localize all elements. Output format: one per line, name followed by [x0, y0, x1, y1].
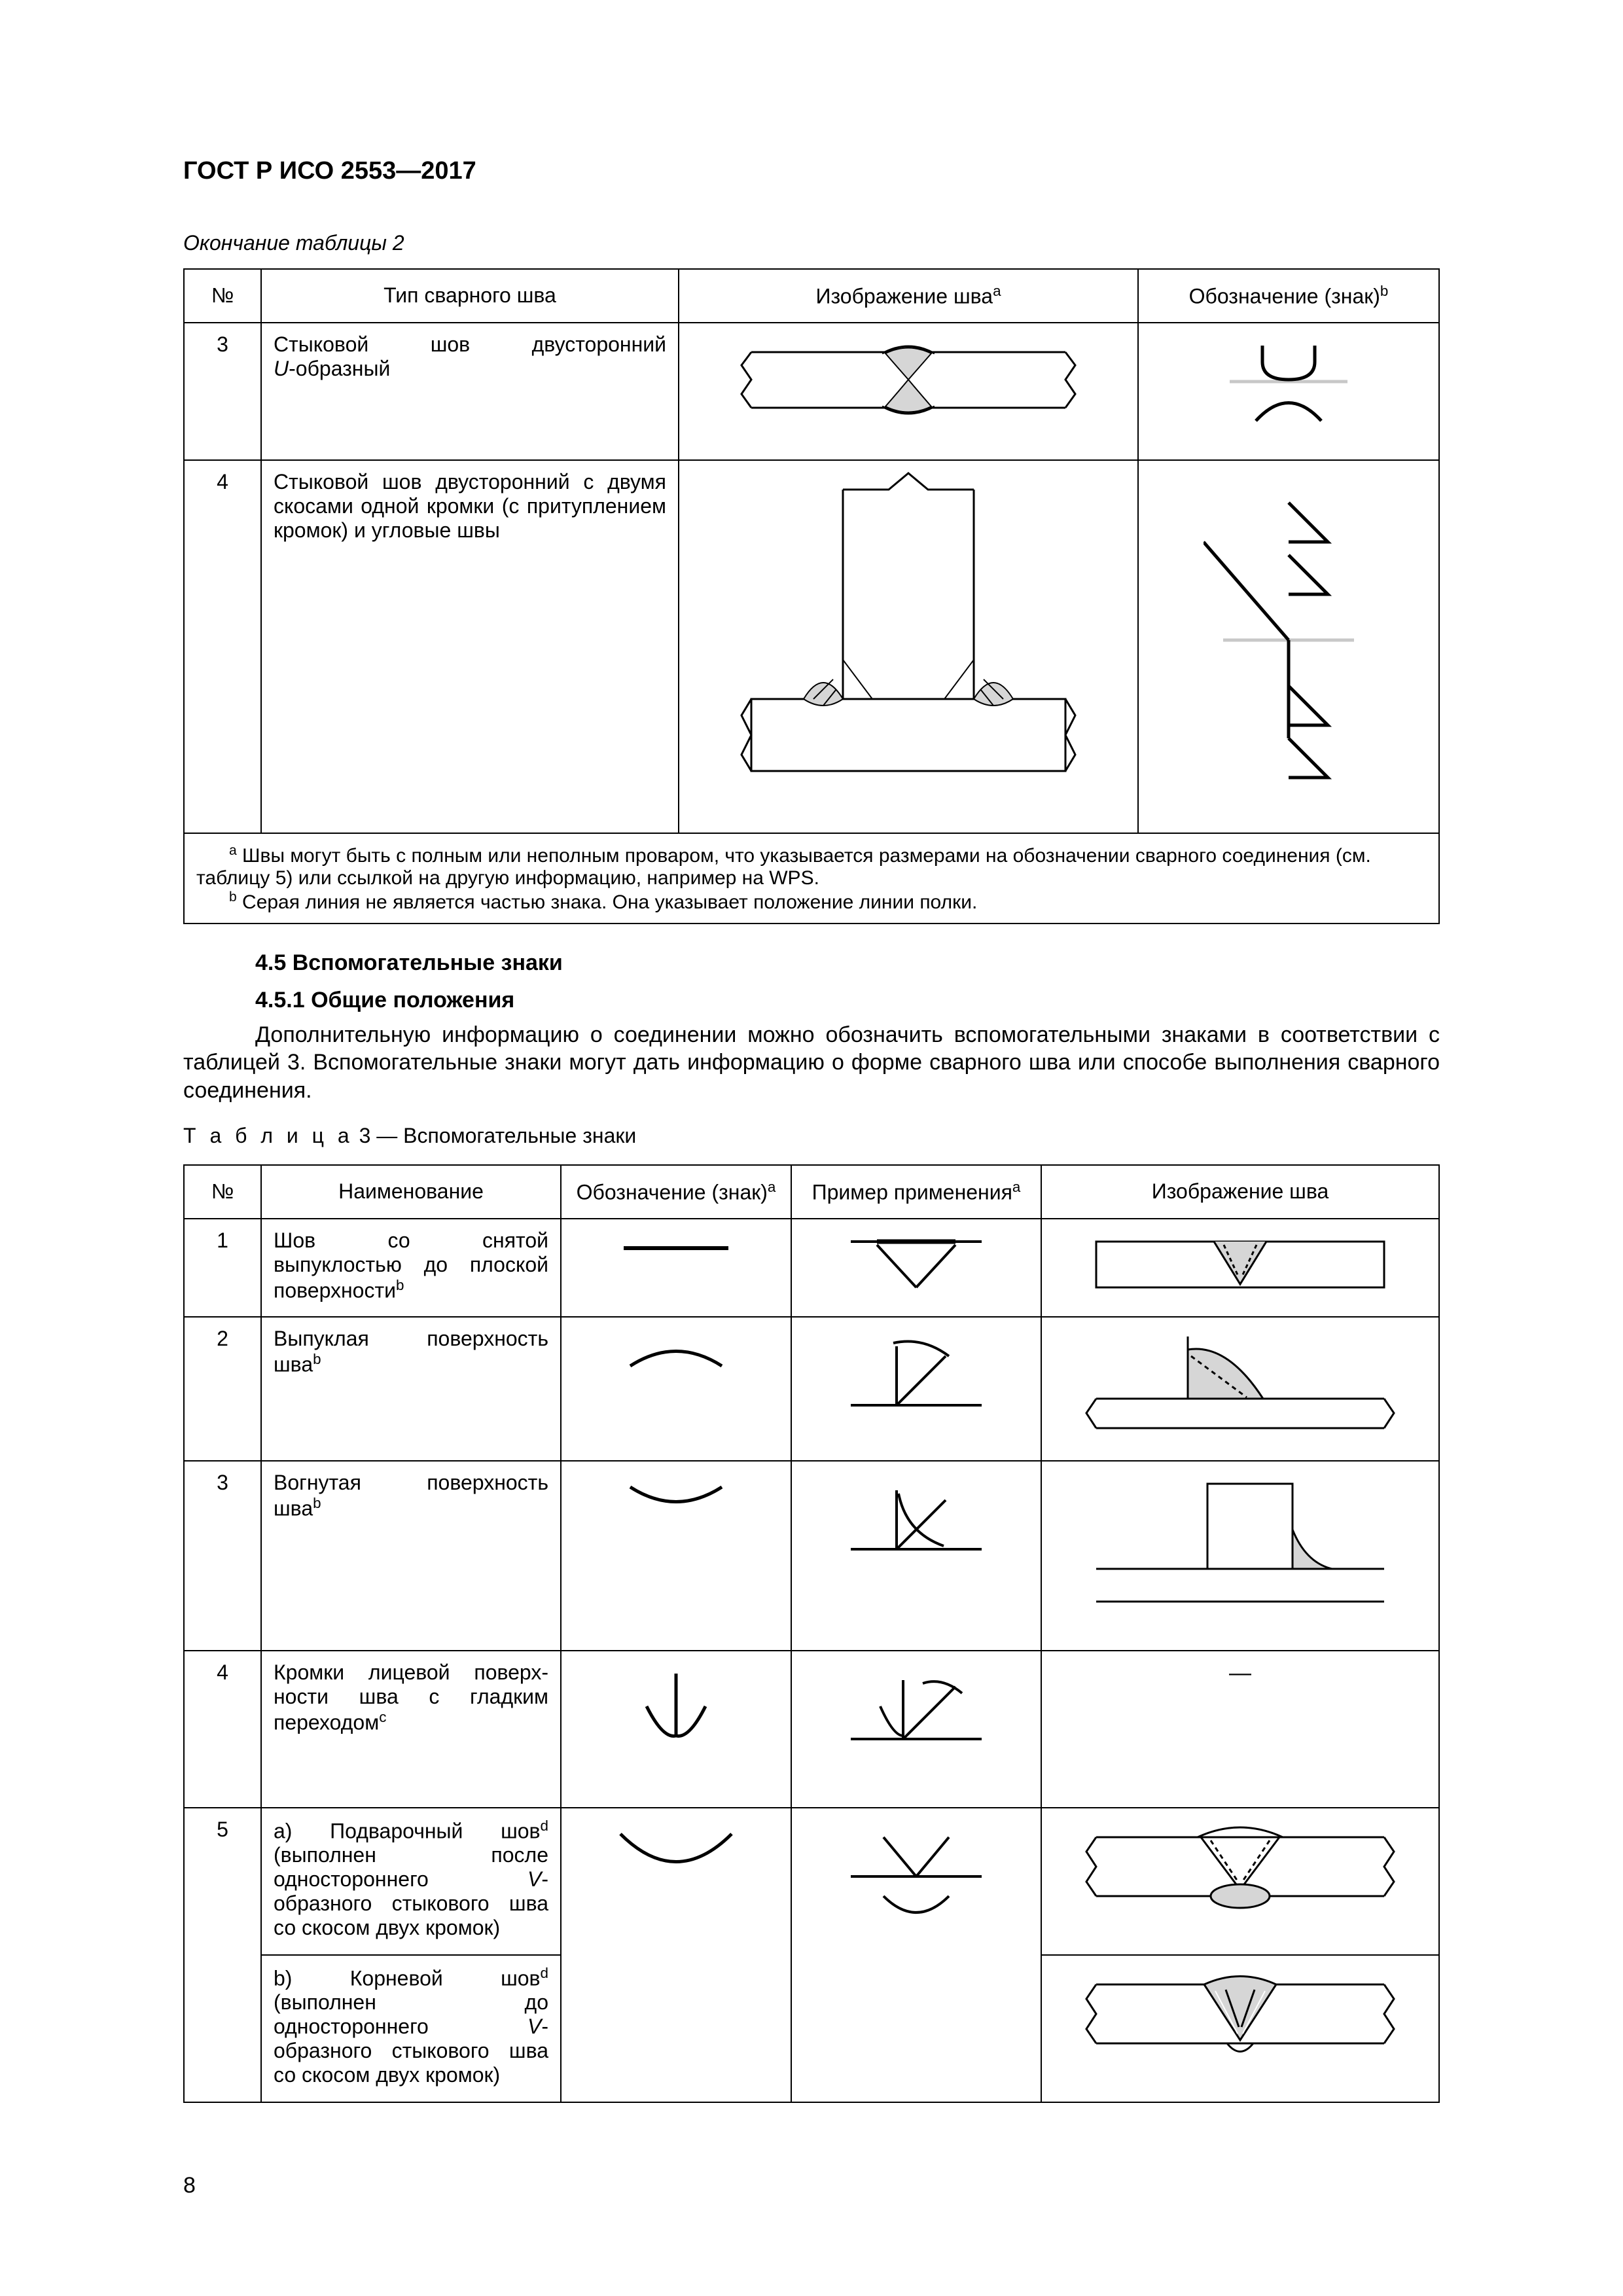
- cell-example: [791, 1808, 1041, 2102]
- col-num: №: [184, 1165, 261, 1219]
- cell-num: 2: [184, 1317, 261, 1461]
- cell-image: [1041, 1317, 1439, 1461]
- cell-name: Кромки лицевой поверх- ности шва с гладк…: [261, 1651, 561, 1808]
- cell-image: [1041, 1219, 1439, 1317]
- document-title: ГОСТ Р ИСО 2553—2017: [183, 157, 1440, 185]
- section-4-5-1: 4.5.1 Общие положения: [255, 988, 1440, 1013]
- table-note: a Швы могут быть с полным или неполным п…: [184, 833, 1439, 924]
- cell-symbol: [561, 1219, 791, 1317]
- col-image: Изображение шваa: [679, 269, 1138, 323]
- cell-desc: Стыковой шов двусторонний с двумя скосам…: [261, 460, 679, 833]
- col-symbol: Обозначение (знак)a: [561, 1165, 791, 1219]
- example-bevel-blend-icon: [831, 1660, 1001, 1759]
- symbol-backing-icon: [604, 1818, 748, 1890]
- symbol-u-double-icon: [1204, 332, 1374, 431]
- example-v-flat-icon: [831, 1229, 1001, 1300]
- weld-v-backing-a-icon: [1070, 1818, 1410, 1929]
- cell-num: 1: [184, 1219, 261, 1317]
- col-type: Тип сварного шва: [261, 269, 679, 323]
- cell-symbol: [561, 1317, 791, 1461]
- cell-num: 4: [184, 460, 261, 833]
- cell-image: [1041, 1461, 1439, 1651]
- cell-name: Вогнутая поверхность шваb: [261, 1461, 561, 1651]
- page-number: 8: [183, 2173, 196, 2198]
- paragraph: Дополнительную информацию о соединении м…: [183, 1021, 1440, 1105]
- section-4-5: 4.5 Вспомогательные знаки: [255, 950, 1440, 976]
- table-3: № Наименование Обозначение (знак)a Приме…: [183, 1164, 1440, 2103]
- cell-example: [791, 1219, 1041, 1317]
- cell-symbol: [1138, 323, 1439, 460]
- cell-name: Шов со снятой выпуклостью до плоской пов…: [261, 1219, 561, 1317]
- cell-desc: Стыковой шов двусторонний U-образный: [261, 323, 679, 460]
- col-example: Пример примененияa: [791, 1165, 1041, 1219]
- cell-example: [791, 1651, 1041, 1808]
- symbol-tee-fillet-icon: [1204, 470, 1374, 810]
- cell-num: 3: [184, 1461, 261, 1651]
- cell-image: [1041, 1808, 1439, 1955]
- symbol-toe-blend-icon: [611, 1660, 741, 1752]
- cell-image: —: [1041, 1651, 1439, 1808]
- cell-symbol: [561, 1461, 791, 1651]
- table3-caption: Т а б л и ц а 3 — Вспомогательные знаки: [183, 1124, 1440, 1148]
- cell-symbol: [1138, 460, 1439, 833]
- col-name: Наименование: [261, 1165, 561, 1219]
- symbol-flat-icon: [611, 1229, 741, 1268]
- cell-image: [1041, 1955, 1439, 2102]
- cell-example: [791, 1461, 1041, 1651]
- cell-num: 3: [184, 323, 261, 460]
- table-row: 2 Выпуклая поверхность шваb: [184, 1317, 1439, 1461]
- table-row: 3 Стыковой шов двусторонний U-образный: [184, 323, 1439, 460]
- cell-symbol: [561, 1651, 791, 1808]
- table-row: 5 a) Подварочный шовd (выполнен после од…: [184, 1808, 1439, 1955]
- table2-caption: Окончание таблицы 2: [183, 231, 1440, 255]
- cell-num: 4: [184, 1651, 261, 1808]
- weld-u-double-icon: [725, 332, 1092, 431]
- table-row: 3 Вогнутая поверхность шваb: [184, 1461, 1439, 1651]
- col-image: Изображение шва: [1041, 1165, 1439, 1219]
- symbol-concave-icon: [611, 1471, 741, 1523]
- cell-name: Выпуклая поверхность шваb: [261, 1317, 561, 1461]
- symbol-convex-icon: [611, 1327, 741, 1379]
- weld-v-flat-icon: [1070, 1229, 1410, 1300]
- weld-v-backing-b-icon: [1070, 1965, 1410, 2076]
- table-header-row: № Тип сварного шва Изображение шваa Обоз…: [184, 269, 1439, 323]
- table-row: 4 Стыковой шов двусторонний с двумя скос…: [184, 460, 1439, 833]
- cell-weld-image: [679, 460, 1138, 833]
- table-header-row: № Наименование Обозначение (знак)a Приме…: [184, 1165, 1439, 1219]
- example-fillet-concave-icon: [831, 1471, 1001, 1569]
- cell-name: b) Корневой шовd (выполнен до односторон…: [261, 1955, 561, 2102]
- weld-tee-fillet-icon: [725, 470, 1092, 810]
- table-2: № Тип сварного шва Изображение шваa Обоз…: [183, 268, 1440, 924]
- cell-name: a) Подварочный шовd (выполнен после одно…: [261, 1808, 561, 1955]
- table-row: 4 Кромки лицевой поверх- ности шва с гла…: [184, 1651, 1439, 1808]
- example-v-backing-icon: [831, 1818, 1001, 1935]
- example-fillet-convex-icon: [831, 1327, 1001, 1425]
- col-symbol: Обозначение (знак)b: [1138, 269, 1439, 323]
- cell-example: [791, 1317, 1041, 1461]
- table-row: 1 Шов со снятой выпуклостью до плоской п…: [184, 1219, 1439, 1317]
- table-note-row: a Швы могут быть с полным или неполным п…: [184, 833, 1439, 924]
- cell-num: 5: [184, 1808, 261, 2102]
- cell-weld-image: [679, 323, 1138, 460]
- col-num: №: [184, 269, 261, 323]
- weld-fillet-concave-icon: [1070, 1471, 1410, 1621]
- weld-fillet-convex-icon: [1070, 1327, 1410, 1438]
- cell-symbol: [561, 1808, 791, 2102]
